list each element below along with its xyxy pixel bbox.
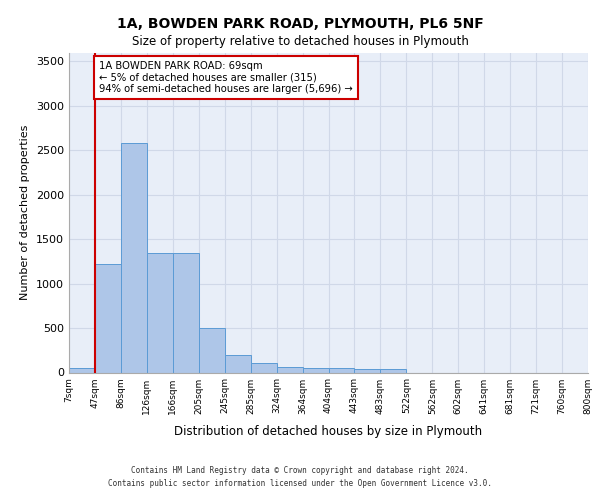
Bar [121,143,147,372]
Bar [329,368,355,372]
Bar [95,264,121,372]
Bar [277,367,302,372]
Text: 1A, BOWDEN PARK ROAD, PLYMOUTH, PL6 5NF: 1A, BOWDEN PARK ROAD, PLYMOUTH, PL6 5NF [116,18,484,32]
Text: 1A BOWDEN PARK ROAD: 69sqm
← 5% of detached houses are smaller (315)
94% of semi: 1A BOWDEN PARK ROAD: 69sqm ← 5% of detac… [99,61,353,94]
X-axis label: Distribution of detached houses by size in Plymouth: Distribution of detached houses by size … [175,425,482,438]
Bar [225,354,251,372]
Text: Contains HM Land Registry data © Crown copyright and database right 2024.
Contai: Contains HM Land Registry data © Crown c… [108,466,492,487]
Bar [173,254,199,372]
Bar [147,254,173,372]
Bar [251,362,277,372]
Bar [69,368,95,372]
Bar [355,369,380,372]
Bar [380,369,406,372]
Text: Size of property relative to detached houses in Plymouth: Size of property relative to detached ho… [131,35,469,48]
Bar [199,328,224,372]
Bar [302,368,329,372]
Y-axis label: Number of detached properties: Number of detached properties [20,125,31,300]
